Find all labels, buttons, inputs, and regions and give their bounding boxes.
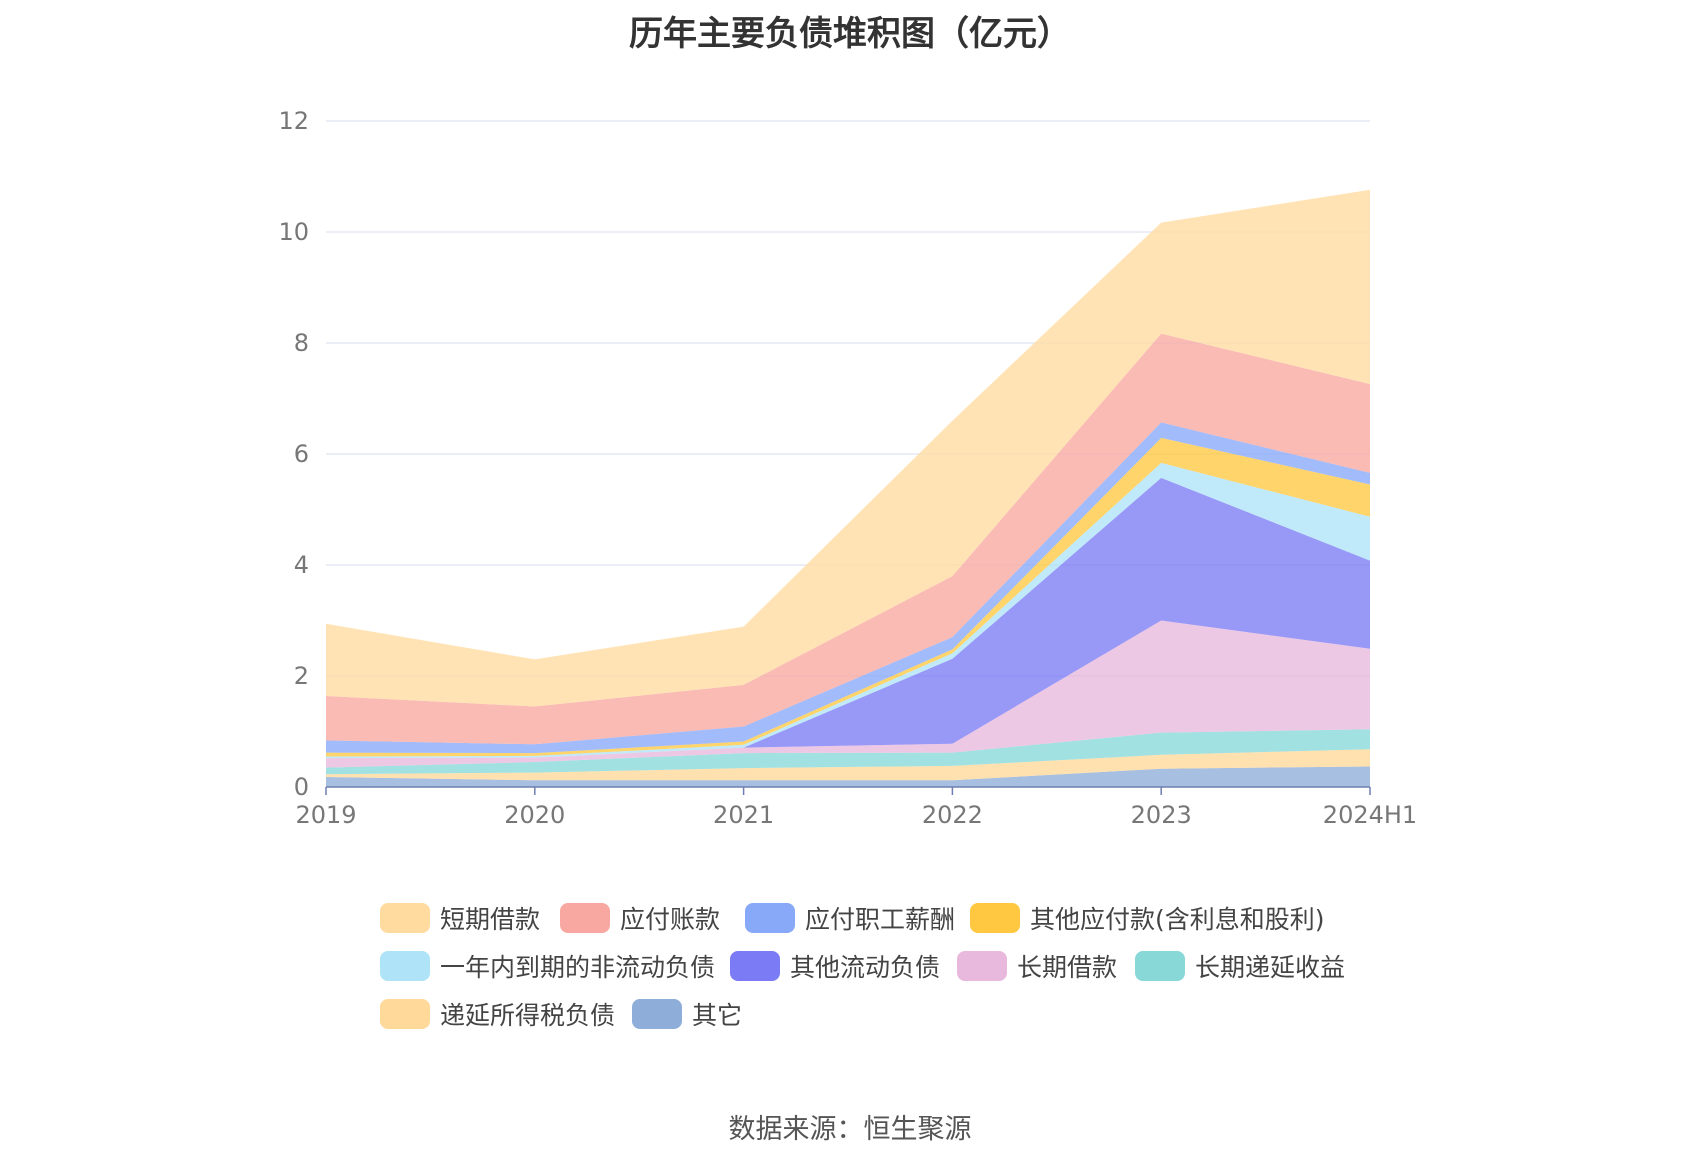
- legend-swatch: [745, 903, 795, 933]
- x-tick-label: 2024H1: [1323, 801, 1417, 829]
- legend-label: 一年内到期的非流动负债: [440, 953, 716, 982]
- y-tick-label: 2: [294, 662, 309, 690]
- legend-item[interactable]: 长期借款: [957, 948, 1117, 984]
- data-source-note: 数据来源：恒生聚源: [728, 1114, 972, 1145]
- legend-item[interactable]: 应付账款: [560, 900, 720, 936]
- axis-layer: 0 2 4 6 8 10 12 2019 2020 2021 2022 2023 2024H1: [278, 107, 1417, 829]
- y-tick-label: 0: [294, 773, 309, 801]
- legend-label: 其他流动负债: [790, 953, 941, 982]
- area-series-7: [326, 422, 1370, 754]
- chart-title: 历年主要负债堆积图（亿元）: [629, 14, 1071, 54]
- y-tick-label: 10: [278, 218, 309, 246]
- legend-item[interactable]: 短期借款: [380, 900, 540, 936]
- y-tick-label: 8: [294, 329, 309, 357]
- x-tick-label: 2021: [713, 801, 774, 829]
- stacked-area-chart: 0 2 4 6 8 10 12 2019 2020 2021 2022 2023 2024H1: [278, 107, 1417, 829]
- area-series-5: [326, 462, 1370, 759]
- y-tick-label: 6: [294, 440, 309, 468]
- legend-label: 应付职工薪酬: [805, 905, 956, 934]
- area-series-4: [326, 477, 1370, 759]
- legend-item[interactable]: 其它: [632, 996, 742, 1032]
- legend-swatch: [560, 903, 610, 933]
- legend-label: 其他应付款(含利息和股利): [1030, 905, 1325, 934]
- legend-label: 应付账款: [620, 905, 721, 934]
- legend-swatch: [730, 951, 780, 981]
- legend-swatch: [632, 999, 682, 1029]
- legend-label: 长期递延收益: [1195, 953, 1346, 982]
- legend-swatch: [1135, 951, 1185, 981]
- legend-swatch: [957, 951, 1007, 981]
- legend-swatch: [380, 951, 430, 981]
- legend-swatch: [970, 903, 1020, 933]
- legend-item[interactable]: 一年内到期的非流动负债: [380, 948, 715, 984]
- area-series-3: [326, 620, 1370, 768]
- x-tick-label: 2023: [1131, 801, 1192, 829]
- y-tick-label: 4: [294, 551, 309, 579]
- legend-label: 短期借款: [440, 905, 541, 934]
- x-tick-label: 2022: [922, 801, 983, 829]
- area-layer: [326, 189, 1370, 787]
- legend-item[interactable]: 递延所得税负债: [380, 996, 615, 1032]
- area-series-9: [326, 189, 1370, 707]
- y-tick-label: 12: [278, 107, 309, 135]
- legend-swatch: [380, 903, 430, 933]
- area-series-8: [326, 333, 1370, 745]
- x-tick-label: 2019: [295, 801, 356, 829]
- area-series-1: [326, 749, 1370, 781]
- legend-label: 长期借款: [1017, 953, 1118, 982]
- area-series-0: [326, 766, 1370, 787]
- legend-item[interactable]: 长期递延收益: [1135, 948, 1345, 984]
- legend-swatch: [380, 999, 430, 1029]
- legend-label: 其它: [692, 1001, 743, 1030]
- area-series-2: [326, 729, 1370, 775]
- legend-label: 递延所得税负债: [440, 1001, 616, 1030]
- legend-item[interactable]: 其他应付款(含利息和股利): [970, 900, 1325, 936]
- x-tick-label: 2020: [504, 801, 565, 829]
- legend-item[interactable]: 应付职工薪酬: [745, 900, 955, 936]
- legend-item[interactable]: 其他流动负债: [730, 948, 940, 984]
- area-series-6: [326, 437, 1370, 757]
